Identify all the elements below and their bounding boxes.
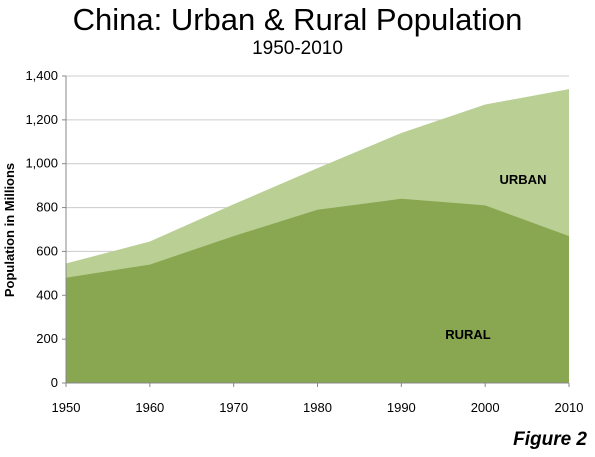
x-tick-label: 1980 — [303, 400, 332, 415]
x-tick-label: 1970 — [219, 400, 248, 415]
y-tick-label: 1,000 — [25, 156, 58, 171]
areas — [66, 89, 569, 384]
y-tick-labels: 0 200 400 600 800 1,000 1,200 1,400 — [25, 68, 58, 390]
chart-subtitle: 1950-2010 — [252, 38, 343, 59]
y-tick-label: 400 — [36, 287, 58, 302]
figure-label: Figure 2 — [513, 429, 587, 450]
chart-title: China: Urban & Rural Population — [72, 2, 523, 37]
series-label-urban: URBAN — [500, 172, 547, 187]
rural-area — [66, 198, 569, 383]
x-tick-label: 1990 — [387, 400, 416, 415]
x-tick-label: 1950 — [52, 400, 81, 415]
x-tick-label: 1960 — [135, 400, 164, 415]
x-tick-label: 2010 — [555, 400, 584, 415]
y-tick-label: 600 — [36, 243, 58, 258]
y-tick-label: 1,200 — [25, 112, 58, 127]
x-tick-labels: 1950 1960 1970 1980 1990 2000 2010 — [52, 400, 584, 415]
y-tick-label: 200 — [36, 331, 58, 346]
y-tick-label: 800 — [36, 200, 58, 215]
y-tick-label: 0 — [51, 375, 58, 390]
y-axis-label: Population in Millions — [2, 163, 17, 297]
axes — [62, 75, 570, 387]
x-tick-label: 2000 — [471, 400, 500, 415]
y-tick-label: 1,400 — [25, 68, 58, 83]
series-label-rural: RURAL — [445, 327, 491, 342]
